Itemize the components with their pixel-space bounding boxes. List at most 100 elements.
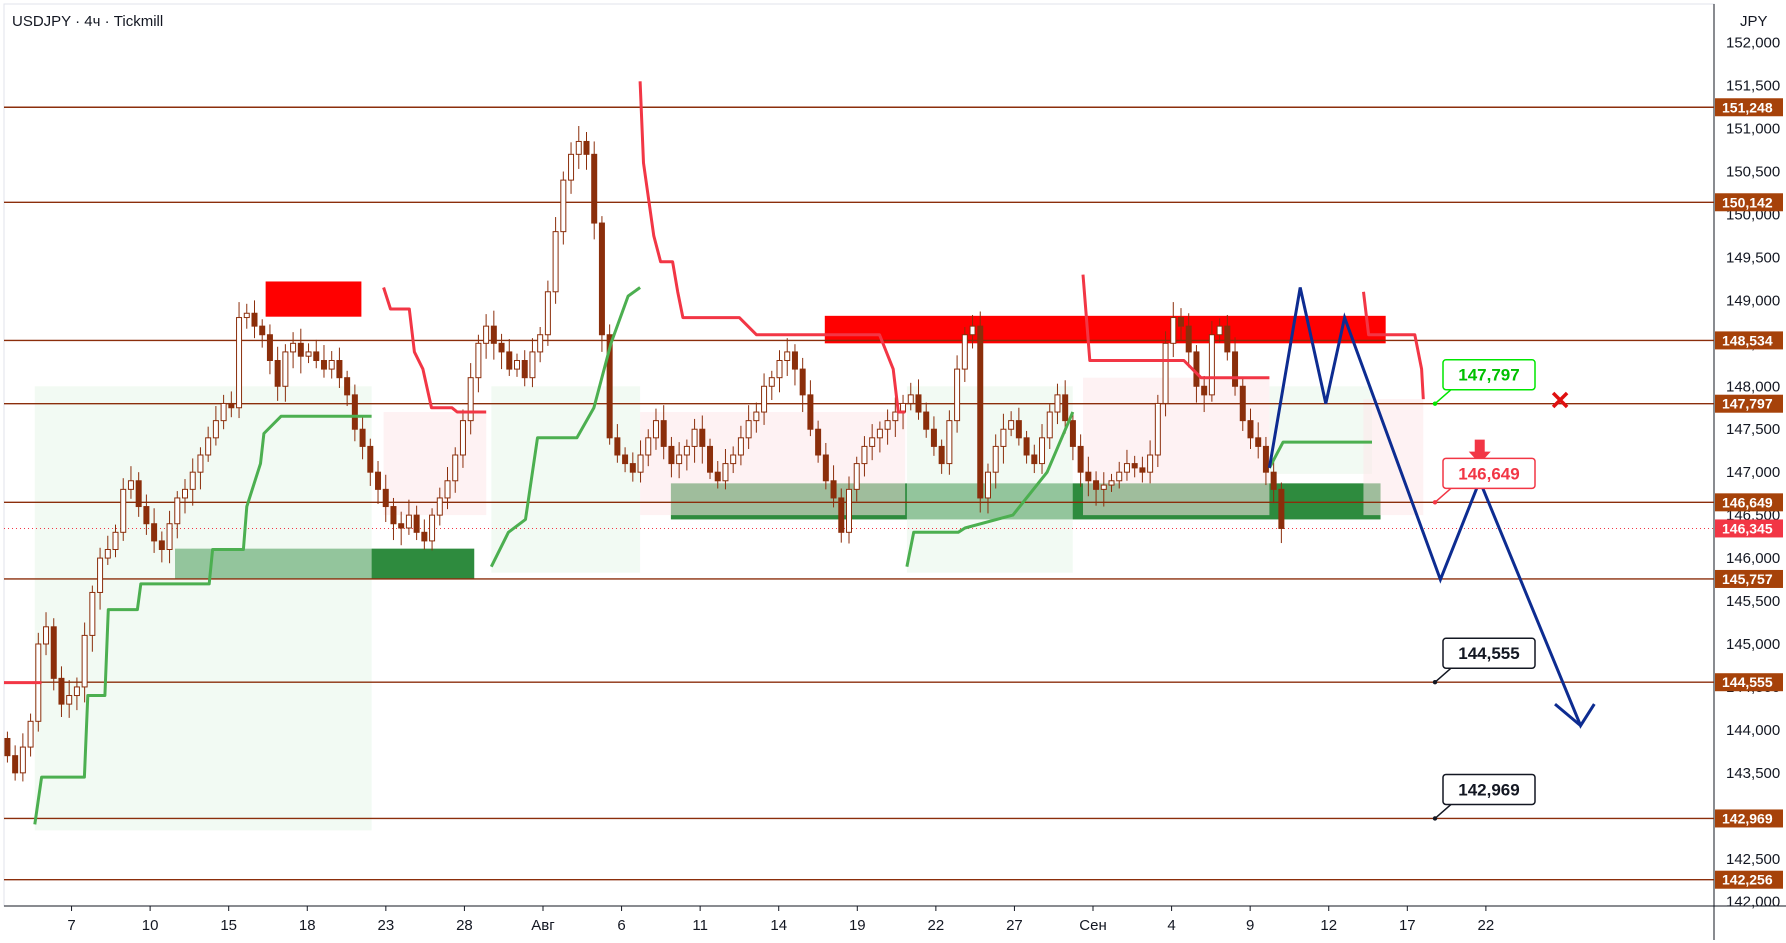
candle-body [838,497,845,533]
time-tick-label-8: 11 [692,917,708,934]
currency-label[interactable]: JPY [1740,13,1768,30]
candle-body [822,454,829,482]
candle-body [1031,454,1038,465]
candle-body [753,411,760,422]
candle-body [421,531,428,542]
candle-body [19,746,26,774]
candle-body [197,454,204,473]
supertrend-up-line-0 [33,414,372,825]
level-price-label-3: 147,797 [1722,396,1773,412]
level-price-tag-2 [1715,331,1783,350]
time-tick-label-12: 27 [1006,917,1023,934]
time-tick-label-3: 18 [299,917,316,934]
broker-label: Tickmill [114,13,163,30]
candle-body [1239,385,1246,422]
candle-body [66,695,73,705]
candle-body [1008,420,1015,430]
callout-label-2: 144,555 [1458,644,1519,663]
candle-body [89,591,96,636]
candle-body [853,463,860,490]
callout-box-1 [1442,457,1536,490]
price-axis[interactable]: 152,000151,500151,000150,500150,000149,5… [1715,35,1783,911]
supertrend-down-line-3 [1081,274,1270,380]
level-price-tag-7 [1715,809,1783,828]
candle-body [521,360,528,379]
candle-body [58,677,65,705]
candle-body [166,523,173,550]
candle-body [1054,394,1061,413]
candle-body [1224,325,1231,353]
candle-body [1170,317,1177,344]
price-tick-label-3: 143,500 [1726,765,1780,782]
candle-body [73,686,80,697]
candle-body [1000,428,1007,447]
candle-body [290,342,297,353]
candle-body [12,755,19,774]
candle-body [1193,351,1200,387]
price-tick-label-20: 152,000 [1726,35,1780,52]
resistance-zone-0 [265,281,362,317]
candle-body [405,514,412,529]
candle-body [390,506,397,525]
candle-body [174,497,181,525]
time-tick-label-14: 4 [1167,917,1175,934]
level-price-label-1: 150,142 [1722,194,1773,210]
time-tick-label-16: 12 [1320,917,1337,934]
candle-body [529,351,536,379]
candle-body [614,437,621,456]
candle-body [637,454,644,473]
price-tick-label-11: 147,500 [1726,421,1780,438]
price-tick-label-12: 148,000 [1726,378,1780,395]
callout-box-2 [1442,637,1536,669]
candle-body [660,420,667,447]
price-tick-label-1: 142,500 [1726,851,1780,868]
time-tick-label-7: 6 [617,917,625,934]
candle-body [1085,471,1092,482]
candle-body [969,325,976,336]
candle-body [189,471,196,490]
candle-body [490,325,497,344]
last-price-tag [1715,519,1783,538]
candle-body [575,140,582,155]
candle-body [328,360,335,370]
candle-body [683,445,690,456]
candle-body [1046,411,1053,439]
price-tick-label-14: 149,000 [1726,292,1780,309]
candle-body [845,488,852,533]
time-tick-label-1: 10 [142,917,159,934]
candle-body [467,377,474,422]
candle-body [938,445,945,465]
candle-body [274,360,281,387]
candle-body [1255,437,1262,447]
time-axis[interactable]: 7 10 15 18 23 28 Авг 6 11 14 19 22 27 Сен 4 9 12 17 22 [67,906,1494,934]
candle-body [652,420,659,439]
candle-body [1108,480,1115,486]
candle-body [367,445,374,473]
candle-body [876,428,883,439]
candle-body [552,231,559,293]
symbol-label: USDJPY [12,13,71,30]
candle-body [429,514,436,542]
candle-body [1270,471,1277,490]
price-tick-label-17: 150,500 [1726,164,1780,181]
price-tick-label-8: 146,000 [1726,550,1780,567]
timeframe-label: 4ч [84,13,100,30]
callout-leader-0 [1434,389,1452,405]
candle-body [81,634,88,688]
level-price-label-4: 146,649 [1722,494,1773,510]
candle-body [961,334,968,370]
candle-body [668,445,675,465]
candle-body [722,463,729,482]
candle-body [459,420,466,456]
level-price-tag-6 [1715,673,1783,692]
candle-body [205,437,212,456]
candle-body [807,394,814,430]
candle-body [1201,385,1208,396]
candle-body [1015,420,1022,439]
callout-anchor-2 [1432,680,1438,685]
candle-body [375,471,382,490]
supertrend-down-line-1 [382,287,487,414]
level-price-tag-0 [1715,98,1783,117]
supertrend-down-line-2 [638,81,906,414]
